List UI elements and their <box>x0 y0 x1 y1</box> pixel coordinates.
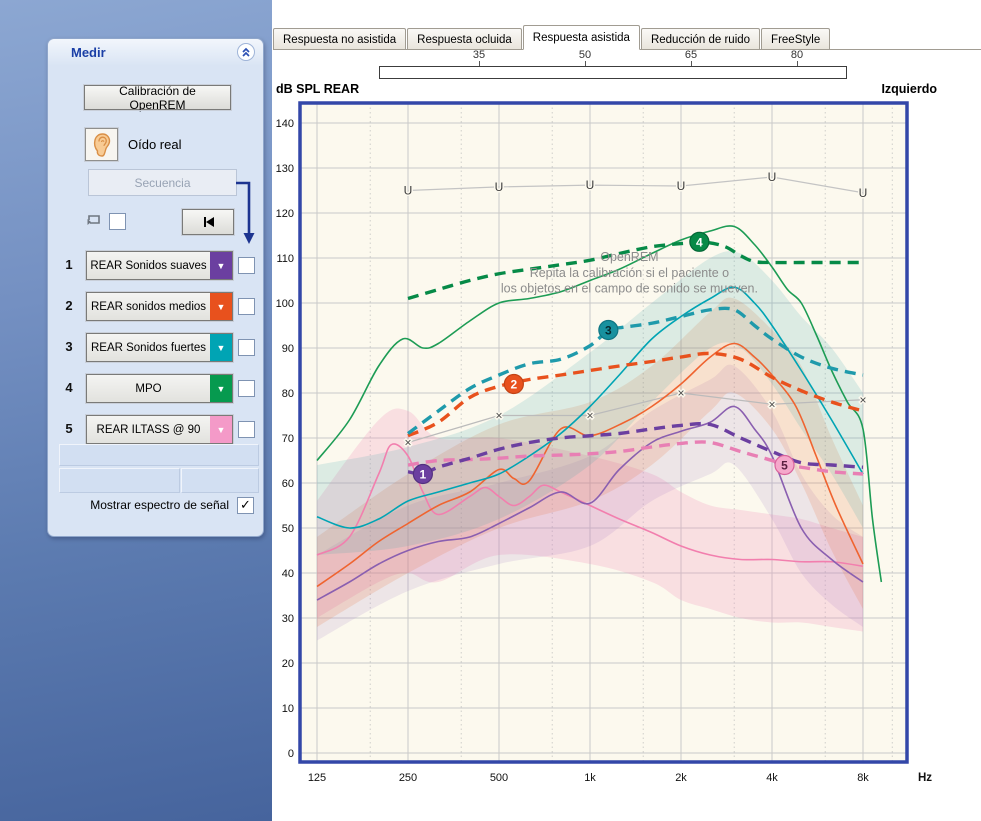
thresholds-marker: × <box>677 386 684 400</box>
x-axis-unit: Hz <box>918 772 932 784</box>
y-tick-label: 40 <box>282 568 294 580</box>
chart-annotation: los objetos en el campo de sonido se mue… <box>501 282 758 296</box>
x-tick-label: 250 <box>399 772 417 784</box>
ucl-marker: U <box>768 170 777 184</box>
y-tick-label: 60 <box>282 478 294 490</box>
y-tick-label: 20 <box>282 658 294 670</box>
x-tick-label: 1k <box>584 772 596 784</box>
rear-chart: U U U U U U × × × × × × OpenREM Repita la calibración… <box>0 0 981 821</box>
y-tick-label: 110 <box>276 253 294 265</box>
y-tick-label: 80 <box>282 388 294 400</box>
chart-annotation: Repita la calibración si el paciente o <box>530 266 729 280</box>
ucl-marker: U <box>677 179 686 193</box>
thresholds-marker: × <box>404 436 411 450</box>
thresholds-marker: × <box>768 397 775 411</box>
y-tick-label: 140 <box>276 118 294 130</box>
thresholds-marker: × <box>495 409 502 423</box>
thresholds-marker: × <box>586 409 593 423</box>
x-tick-label: 2k <box>675 772 687 784</box>
y-tick-label: 70 <box>282 433 294 445</box>
ucl-marker: U <box>586 178 595 192</box>
rear_loud-marker-number: 3 <box>605 324 612 338</box>
y-tick-label: 50 <box>282 523 294 535</box>
ucl-marker: U <box>859 186 868 200</box>
chart-annotation: OpenREM <box>600 250 658 264</box>
y-tick-label: 0 <box>288 748 294 760</box>
ucl-marker: U <box>495 180 504 194</box>
y-tick-label: 90 <box>282 343 294 355</box>
y-tick-label: 130 <box>276 163 294 175</box>
y-tick-label: 120 <box>276 208 294 220</box>
ucl-marker: U <box>404 184 413 198</box>
x-tick-label: 500 <box>490 772 508 784</box>
rear_soft-marker-number: 1 <box>420 468 427 482</box>
y-tick-label: 100 <box>276 298 294 310</box>
x-tick-label: 4k <box>766 772 778 784</box>
y-tick-label: 10 <box>282 703 294 715</box>
mpo-marker-number: 4 <box>696 235 703 249</box>
y-tick-label: 30 <box>282 613 294 625</box>
x-tick-label: 8k <box>857 772 869 784</box>
rear_medium-marker-number: 2 <box>511 378 518 392</box>
x-tick-label: 125 <box>308 772 326 784</box>
rear_iltass_90-marker-number: 5 <box>781 459 788 473</box>
thresholds-marker: × <box>859 393 866 407</box>
